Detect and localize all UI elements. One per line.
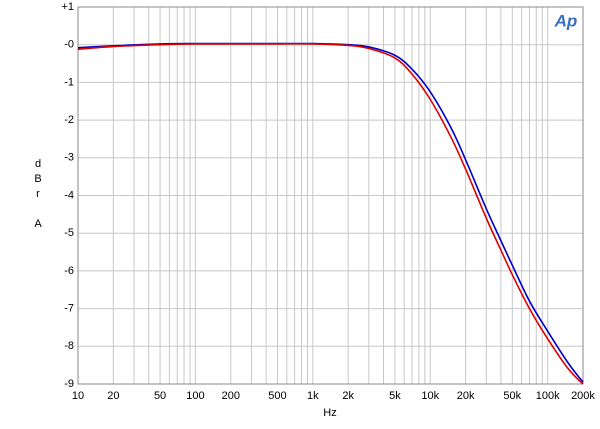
y-tick-label: -2 bbox=[64, 114, 74, 126]
x-tick-label: 10k bbox=[421, 390, 439, 402]
x-tick-label: 5k bbox=[389, 390, 401, 402]
x-tick-label: 50k bbox=[503, 390, 521, 402]
x-tick-label: 100k bbox=[536, 390, 560, 402]
x-tick-label: 50 bbox=[154, 390, 166, 402]
x-tick-label: 20 bbox=[107, 390, 119, 402]
y-tick-label: -7 bbox=[64, 303, 74, 315]
data-line bbox=[77, 43, 584, 385]
y-tick-label: -5 bbox=[64, 227, 74, 239]
x-axis-label: Hz bbox=[323, 407, 336, 419]
y-tick-label: -3 bbox=[64, 152, 74, 164]
y-axis-label: dBr A bbox=[32, 158, 44, 233]
x-tick-label: 10 bbox=[72, 390, 84, 402]
y-tick-label: -6 bbox=[64, 265, 74, 277]
y-tick-label: +1 bbox=[61, 1, 74, 13]
data-line bbox=[77, 42, 584, 383]
x-tick-label: 1k bbox=[307, 390, 319, 402]
x-tick-label: 500 bbox=[268, 390, 286, 402]
y-tick-label: -8 bbox=[64, 340, 74, 352]
x-tick-label: 2k bbox=[342, 390, 354, 402]
y-tick-label: -4 bbox=[64, 189, 74, 201]
x-tick-label: 100 bbox=[186, 390, 204, 402]
x-tick-label: 200 bbox=[222, 390, 240, 402]
x-tick-label: 200k bbox=[571, 390, 595, 402]
logo: Ap bbox=[554, 11, 578, 30]
plot-frame bbox=[77, 6, 584, 385]
y-tick-label: -9 bbox=[64, 378, 74, 390]
y-tick-label: -0 bbox=[64, 39, 74, 51]
y-tick-label: -1 bbox=[64, 76, 74, 88]
x-tick-label: 20k bbox=[457, 390, 475, 402]
